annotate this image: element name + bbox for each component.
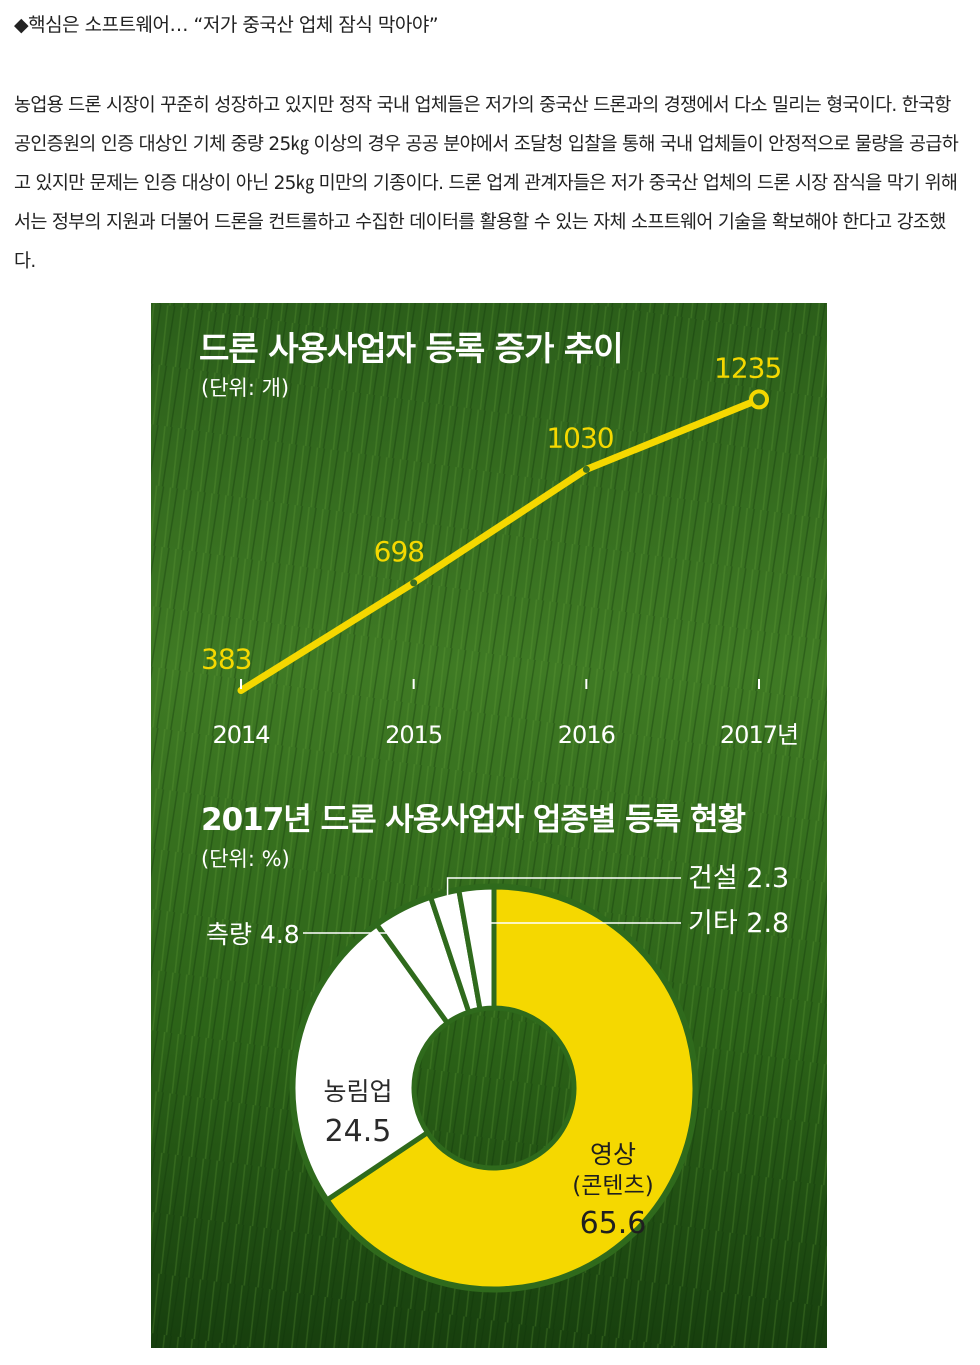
donut-label-sub: (콘텐츠) [572,1173,653,1199]
donut-label-name: 농림업 [323,1077,392,1106]
callout-label: 측량 4.8 [206,920,300,949]
donut-label-value: 24.5 [325,1114,392,1149]
line-value-label: 383 [201,642,251,675]
donut-label-value: 65.6 [580,1206,647,1241]
callout-line [303,919,409,934]
x-tick-label: 2017년 [720,721,798,749]
article-subheading: ◆핵심은 소프트웨어… “저가 중국산 업체 잠식 막아야” [14,14,439,36]
line-point [582,465,590,473]
donut-rim [289,883,699,1293]
line-point-end [749,389,769,410]
callout-line [476,899,681,924]
donut-label-name: 영상 [590,1140,636,1169]
donut-chart-title: 2017년 드론 사용사업자 업종별 등록 현황 [201,802,746,838]
callout-label: 기타 2.8 [688,908,789,939]
line-chart: 383 2014 698 2015 1030 2016 1235 2017년 [201,351,799,749]
x-tick-label: 2015 [385,721,442,749]
donut-hole-rim [412,1006,576,1170]
x-tick-label: 2016 [558,721,615,749]
donut-chart-unit: (단위: %) [201,847,290,871]
infographic: 드론 사용사업자 등록 증가 추이 (단위: 개) 383 2014 698 2015… [151,303,827,1348]
x-tick-label: 2014 [212,721,269,749]
line-point [410,579,418,587]
article-paragraph: 농업용 드론 시장이 꾸준히 성장하고 있지만 정작 국내 업체들은 저가의 중… [14,95,959,272]
callout-line [446,877,681,905]
donut-chart: 영상 (콘텐츠) 65.6 농림업 24.5 측량 4.8 건설 2.3 기타 2.8 [206,863,789,1293]
line-value-label: 1235 [714,351,781,384]
line-value-label: 698 [374,535,424,568]
line-chart-unit: (단위: 개) [201,376,289,400]
callout-label: 건설 2.3 [688,863,789,894]
line-chart-title: 드론 사용사업자 등록 증가 추이 [199,329,623,368]
line-series [237,395,763,694]
line-value-label: 1030 [546,421,613,454]
